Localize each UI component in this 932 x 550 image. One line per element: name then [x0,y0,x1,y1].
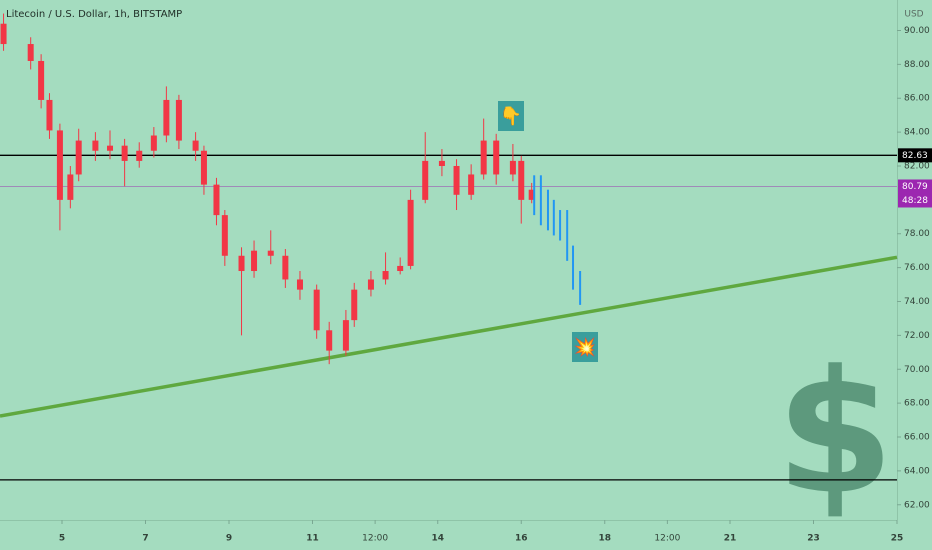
y-tick-label: 64.00 [904,466,930,476]
x-tick-label: 12:00 [362,534,388,544]
trendline [0,255,898,418]
y-tick-label: 78.00 [904,229,930,239]
candle-body [175,99,182,141]
y-tick-label: 84.00 [904,128,930,138]
candle-body [251,250,258,272]
candle-body [92,140,99,151]
y-tick-label: 88.00 [904,60,930,70]
candle-body [75,140,82,175]
candle-body [422,160,429,200]
y-tick-label: 62.00 [904,500,930,510]
candle-body [136,150,143,161]
chart-title: Litecoin / U.S. Dollar, 1h, BITSTAMP [6,9,182,20]
level-tag [898,148,932,163]
candle-body [46,99,53,131]
last-price-label: 80.79 [902,182,928,192]
candle-body [282,255,289,280]
candle-body [326,330,333,351]
y-tick-label: 74.00 [904,297,930,307]
x-tick-label: 12:00 [654,534,680,544]
candle-body [509,160,516,175]
watermark: $ [776,334,894,532]
candle-body [200,150,207,185]
candle-body [528,189,535,200]
y-tick-label: 86.00 [904,94,930,104]
candle-body [213,184,220,216]
candle-body [163,99,170,136]
candle-body [238,255,245,272]
annotation: 👇 [500,106,522,127]
candle-body [397,265,404,272]
candle-body [296,279,303,290]
candle-body [267,250,274,256]
candle-body [407,199,414,266]
candle-body [480,140,487,175]
candle-body [56,130,63,200]
candle-body [468,174,475,195]
y-tick-label: 82.00 [904,161,930,171]
x-tick-label: 7 [142,534,148,544]
candle-body [342,320,349,351]
candle-body [438,160,445,166]
x-tick-label: 25 [891,534,904,544]
last-price-tag [898,179,932,208]
y-tick-label: 70.00 [904,365,930,375]
y-tick-label: 76.00 [904,263,930,273]
x-tick-label: 16 [515,534,528,544]
countdown-label: 48:28 [902,196,928,206]
level-tag-label: 82.63 [902,151,928,161]
candle-body [67,174,74,200]
candle-body [351,289,358,321]
currency-label: USD [904,10,923,20]
x-tick-label: 5 [59,534,65,544]
candle-body [150,135,157,151]
candle-body [38,60,45,100]
x-tick-label: 18 [598,534,611,544]
candle-body [0,23,7,45]
candle-body [221,215,228,256]
candle-body [367,279,374,290]
y-tick-label: 72.00 [904,331,930,341]
y-tick-label: 66.00 [904,433,930,443]
y-tick-label: 90.00 [904,26,930,36]
candle-body [121,145,128,161]
candle-body [453,165,460,195]
x-tick-label: 23 [807,534,820,544]
candle-body [382,271,389,280]
candle-body [27,44,34,61]
x-tick-label: 21 [724,534,737,544]
y-tick-label: 68.00 [904,399,930,409]
annotation-box [498,101,524,131]
candle-body [107,145,114,151]
candle-body [313,289,320,331]
annotation-box [572,332,598,362]
candle-body [493,140,500,175]
x-tick-label: 9 [226,534,232,544]
annotation: 💥 [574,336,596,358]
x-tick-label: 11 [306,534,319,544]
candle-body [518,160,525,200]
candle-body [192,140,199,151]
x-tick-label: 14 [431,534,444,544]
